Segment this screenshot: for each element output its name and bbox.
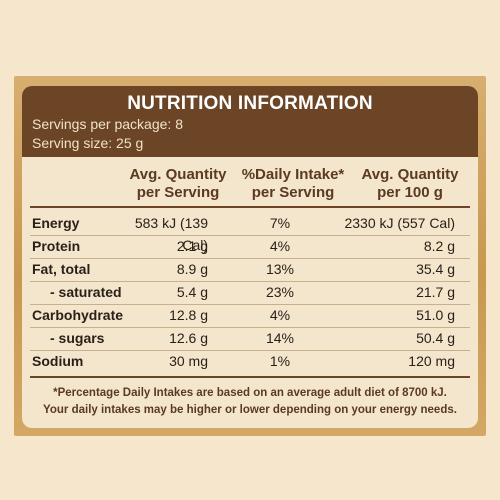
nutrient-name: Protein xyxy=(32,238,81,254)
panel-header: NUTRITION INFORMATION Servings per packa… xyxy=(22,86,478,157)
nutrient-name: Sodium xyxy=(32,353,84,369)
per-serving-value: 30 mg xyxy=(169,353,208,369)
per-100g-value: 21.7 g xyxy=(416,284,455,300)
per-serving-value: 12.6 g xyxy=(169,330,208,346)
serving-size: Serving size: 25 g xyxy=(32,135,144,151)
per-serving-value: 12.8 g xyxy=(169,307,208,323)
row-divider xyxy=(30,327,470,328)
per-serving-value: 8.9 g xyxy=(176,261,208,277)
nutrient-name: Energy xyxy=(32,215,80,231)
per-serving-value: 2.1 g xyxy=(176,238,208,254)
table-row: - saturated 5.4 g 23% 21.7 g xyxy=(22,281,478,303)
daily-intake-value: 4% xyxy=(269,307,291,323)
per-100g-value: 8.2 g xyxy=(423,238,455,254)
column-header-daily-intake: %Daily Intake* per Serving xyxy=(228,166,358,202)
daily-intake-value: 14% xyxy=(265,330,295,346)
column-header-line: Avg. Quantity xyxy=(361,166,459,183)
column-header-line: per 100 g xyxy=(377,184,443,201)
table-row: Sodium 30 mg 1% 120 mg xyxy=(22,350,478,372)
per-serving-value: 583 kJ (139 Cal) xyxy=(134,215,208,253)
nutrient-name: Fat, total xyxy=(32,261,91,277)
servings-per-package: Servings per package: 8 xyxy=(32,116,183,132)
table-row: Carbohydrate 12.8 g 4% 51.0 g xyxy=(22,304,478,326)
nutrient-name: - sugars xyxy=(50,330,105,346)
per-100g-value: 2330 kJ (557 Cal) xyxy=(344,215,455,231)
daily-intake-value: 13% xyxy=(265,261,295,277)
daily-intake-value: 1% xyxy=(269,353,291,369)
row-divider xyxy=(30,235,470,236)
footnote-line: *Percentage Daily Intakes are based on a… xyxy=(53,387,447,399)
row-divider xyxy=(30,304,470,305)
nutrition-panel: NUTRITION INFORMATION Servings per packa… xyxy=(22,86,478,428)
table-row: Fat, total 8.9 g 13% 35.4 g xyxy=(22,258,478,280)
column-header-avg-per-serving: Avg. Quantity per Serving xyxy=(118,166,238,202)
row-divider xyxy=(30,258,470,259)
per-100g-value: 51.0 g xyxy=(416,307,455,323)
table-row: Protein 2.1 g 4% 8.2 g xyxy=(22,235,478,257)
row-divider xyxy=(30,281,470,282)
footnote-line: Your daily intakes may be higher or lowe… xyxy=(43,404,457,416)
per-serving-value: 5.4 g xyxy=(176,284,208,300)
nutrient-name: Carbohydrate xyxy=(32,307,124,323)
panel-title: NUTRITION INFORMATION xyxy=(127,93,373,114)
column-header-line: per Serving xyxy=(136,184,220,201)
column-header-line: Avg. Quantity xyxy=(129,166,227,183)
column-header-line: %Daily Intake* xyxy=(241,166,345,183)
daily-intake-value: 7% xyxy=(269,215,291,231)
per-100g-value: 50.4 g xyxy=(416,330,455,346)
per-100g-value: 35.4 g xyxy=(416,261,455,277)
row-divider xyxy=(30,350,470,351)
table-row: Energy 583 kJ (139 Cal) 7% 2330 kJ (557 … xyxy=(22,212,478,253)
per-100g-value: 120 mg xyxy=(408,353,455,369)
column-header-line: per Serving xyxy=(251,184,335,201)
daily-intake-value: 23% xyxy=(265,284,295,300)
footer-divider xyxy=(30,376,470,378)
header-divider xyxy=(30,206,470,208)
daily-intake-value: 4% xyxy=(269,238,291,254)
nutrient-name: - saturated xyxy=(50,284,122,300)
table-row: - sugars 12.6 g 14% 50.4 g xyxy=(22,327,478,349)
column-header-avg-per-100g: Avg. Quantity per 100 g xyxy=(350,166,470,202)
